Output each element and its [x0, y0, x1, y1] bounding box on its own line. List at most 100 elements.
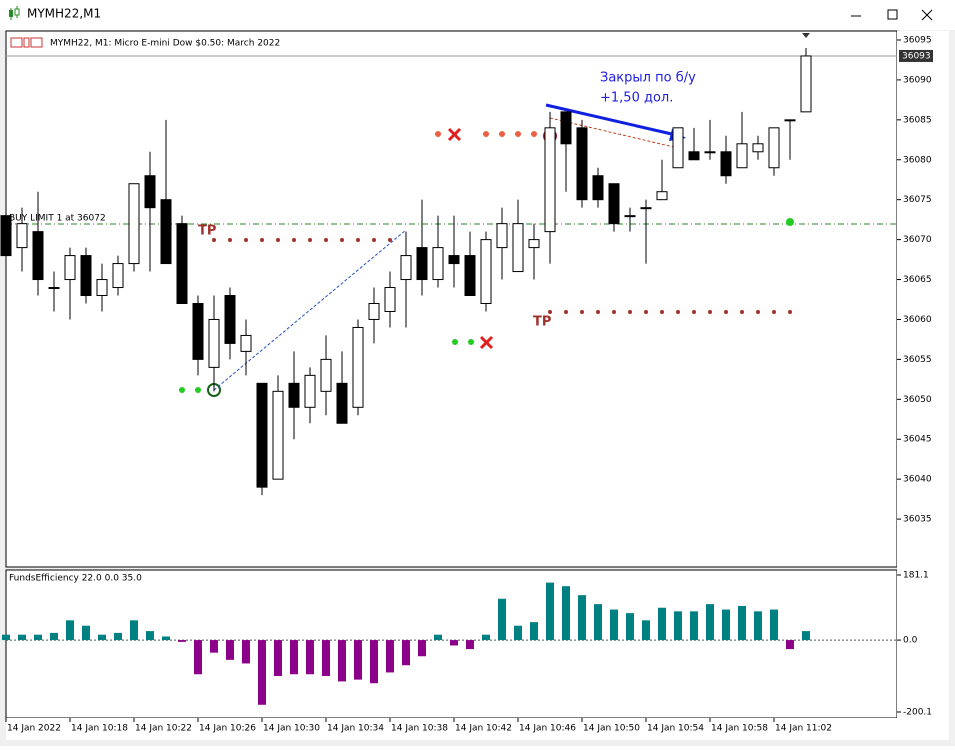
x-tick-label: 14 Jan 10:26 — [199, 724, 256, 734]
histogram-bar — [578, 595, 586, 641]
app-icon — [9, 6, 20, 20]
buy-dots — [179, 218, 794, 393]
candle-body — [288, 382, 300, 408]
candle-body — [400, 255, 412, 281]
x-tick-label: 14 Jan 10:54 — [647, 724, 704, 734]
candle-body — [336, 382, 348, 424]
x-tick-label: 14 Jan 10:42 — [455, 724, 512, 734]
candle-body — [16, 223, 28, 249]
candle-body — [304, 374, 316, 408]
candle-body — [256, 382, 268, 488]
main-plot — [5, 30, 898, 568]
candle-body — [416, 247, 428, 281]
histogram-bar — [386, 640, 394, 673]
y-tick-label: 181.1 — [903, 571, 929, 581]
histogram-bar — [82, 625, 90, 641]
tp-levels — [212, 238, 792, 314]
candle-body — [560, 111, 572, 145]
histogram-bar — [114, 632, 122, 641]
histogram-bar — [706, 604, 714, 641]
tp-label: TP — [533, 315, 551, 330]
chart-header: MYMH22, M1: Micro E-mini Dow $0.50: Marc… — [50, 39, 280, 49]
y-tick-label: 36060 — [903, 315, 932, 325]
note: Закрыл по б/у — [600, 71, 696, 86]
candle-body — [736, 143, 748, 169]
histogram-bar — [338, 640, 346, 682]
histogram-bar — [514, 625, 522, 641]
histogram-bar — [34, 634, 42, 641]
x-tick-label: 14 Jan 10:18 — [71, 724, 128, 734]
arrow — [545, 103, 677, 137]
header-icons — [10, 37, 43, 48]
maximize-button[interactable] — [887, 9, 898, 20]
buy-limit-label: BUY LIMIT 1 at 36072 — [9, 214, 106, 224]
candle-body — [432, 247, 444, 281]
candle-body — [112, 263, 124, 289]
histogram-bar — [258, 640, 266, 705]
histogram-bar — [770, 609, 778, 641]
candle-body — [592, 175, 604, 201]
sell-stop-dots — [435, 131, 537, 137]
candle-body — [720, 151, 732, 177]
x-tick-label: 14 Jan 10:46 — [519, 724, 576, 734]
histogram-bar — [802, 631, 810, 641]
y-tick-label: 36065 — [903, 275, 932, 285]
x-tick-label: 14 Jan 10:50 — [583, 724, 640, 734]
histogram-bar — [194, 640, 202, 675]
price-tag-label: 36093 — [902, 51, 931, 61]
candle-body — [800, 55, 812, 113]
histogram-bar — [146, 631, 154, 641]
candle-body — [448, 255, 460, 265]
candle-body — [320, 358, 332, 392]
candle-body — [48, 287, 60, 290]
candle-body — [768, 127, 780, 169]
candle-body — [784, 119, 796, 122]
indicator-title: FundsEfficiency 22.0 0.0 35.0 — [9, 574, 142, 584]
candle-body — [544, 127, 556, 233]
candle-body — [672, 127, 684, 169]
x-tick-label: 14 Jan 10:38 — [391, 724, 448, 734]
note: +1,50 дол. — [600, 91, 673, 106]
histogram-bar — [466, 640, 474, 650]
histogram-bar — [562, 586, 570, 641]
title-bar — [0, 0, 955, 30]
candle-body — [704, 151, 716, 154]
y-tick-label: 36040 — [903, 475, 932, 485]
y-tick-label: 36070 — [903, 235, 932, 245]
chart-shift-marker — [802, 33, 810, 38]
x-tick-label: 14 Jan 10:22 — [135, 724, 192, 734]
candle-body — [480, 239, 492, 304]
candle-body — [384, 287, 396, 312]
x-tick-label: 14 Jan 11:02 — [775, 724, 832, 734]
price-axis — [897, 31, 949, 718]
candle-body — [272, 390, 284, 480]
candle-body — [160, 199, 172, 265]
y-tick-label: 36095 — [903, 35, 932, 45]
y-tick-label: 36050 — [903, 395, 932, 405]
histogram-bar — [162, 636, 170, 641]
histogram-bar — [482, 634, 490, 641]
candle-body — [688, 151, 700, 161]
y-tick-label: 36085 — [903, 115, 932, 125]
histogram-bar — [754, 611, 762, 641]
candle-body — [144, 175, 156, 209]
x-tick-label: 14 Jan 10:58 — [711, 724, 768, 734]
histogram-bar — [226, 640, 234, 660]
candle-body — [624, 215, 636, 218]
candle-body — [512, 223, 524, 273]
histogram-bar — [674, 611, 682, 641]
histogram-bar — [658, 607, 666, 641]
close-button[interactable] — [921, 9, 933, 21]
histogram-bar — [498, 598, 506, 641]
y-tick-label: -200.1 — [903, 708, 932, 718]
candle-body — [208, 318, 220, 368]
histogram-bar — [402, 640, 410, 666]
y-tick-label: 0.0 — [903, 636, 918, 646]
candle-body — [528, 239, 540, 249]
tp-label: TP — [198, 224, 216, 239]
histogram-bar — [2, 634, 10, 641]
histogram-bar — [738, 605, 746, 641]
histogram-bar — [690, 611, 698, 641]
candle-body — [352, 326, 364, 408]
